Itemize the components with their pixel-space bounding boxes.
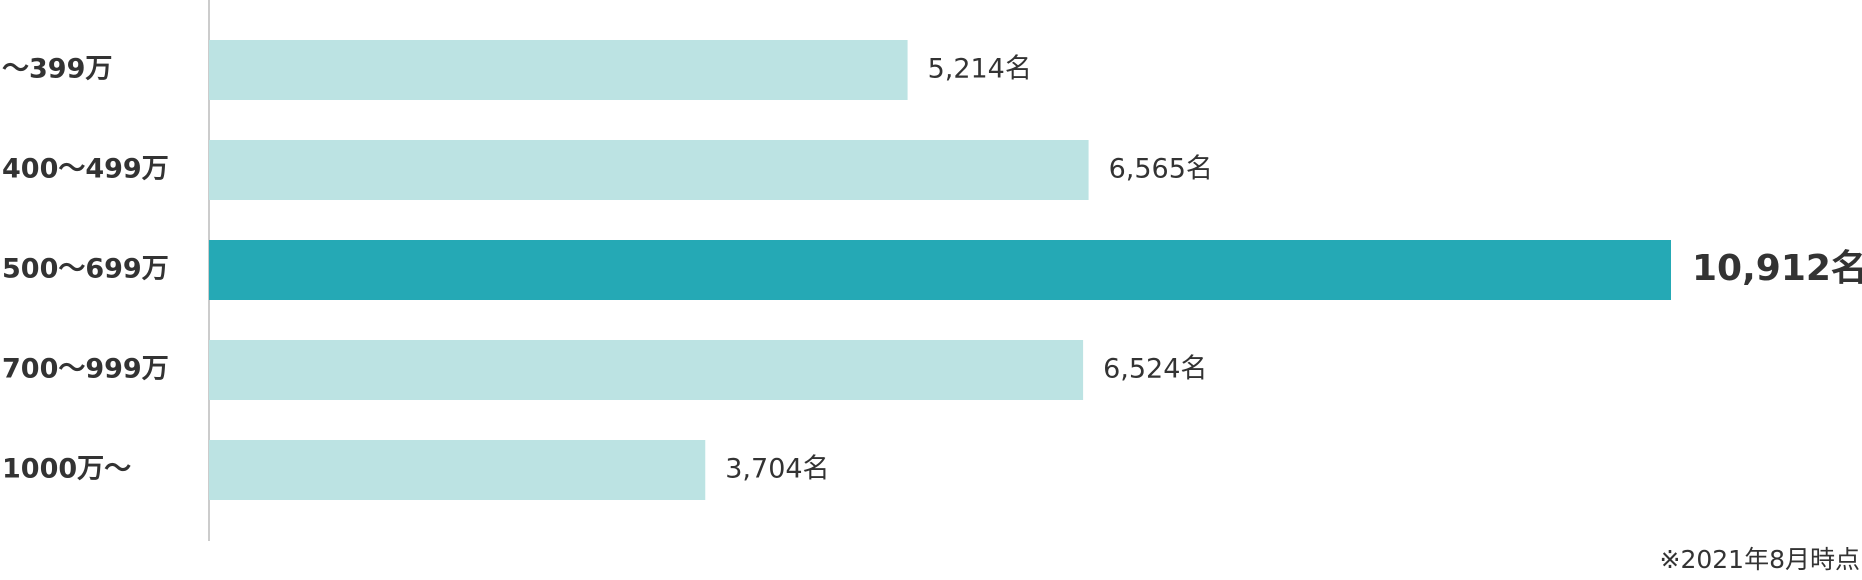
value-label-1: 6,565名 xyxy=(1109,154,1213,185)
category-label-1: 400～499万 xyxy=(2,154,169,185)
category-label-4: 1000万～ xyxy=(2,454,131,485)
category-label-0: ～399万 xyxy=(2,54,112,85)
bar-4 xyxy=(209,440,706,500)
bar-1 xyxy=(209,140,1089,200)
value-label-0: 5,214名 xyxy=(928,54,1032,85)
bar-2 xyxy=(209,240,1671,300)
footnote: ※2021年8月時点 xyxy=(1659,545,1860,574)
value-labels-group: 5,214名 6,565名 10,912名 6,524名 3,704名 xyxy=(725,54,1862,485)
category-labels-group: ～399万 400～499万 500～699万 700～999万 1000万～ xyxy=(2,54,169,485)
value-label-3: 6,524名 xyxy=(1103,354,1207,385)
category-label-2: 500～699万 xyxy=(2,254,169,285)
bar-3 xyxy=(209,340,1084,400)
bars-group xyxy=(209,40,1671,500)
value-label-4: 3,704名 xyxy=(725,454,829,485)
bar-0 xyxy=(209,40,908,100)
value-label-2: 10,912名 xyxy=(1692,248,1862,289)
category-label-3: 700～999万 xyxy=(2,354,169,385)
